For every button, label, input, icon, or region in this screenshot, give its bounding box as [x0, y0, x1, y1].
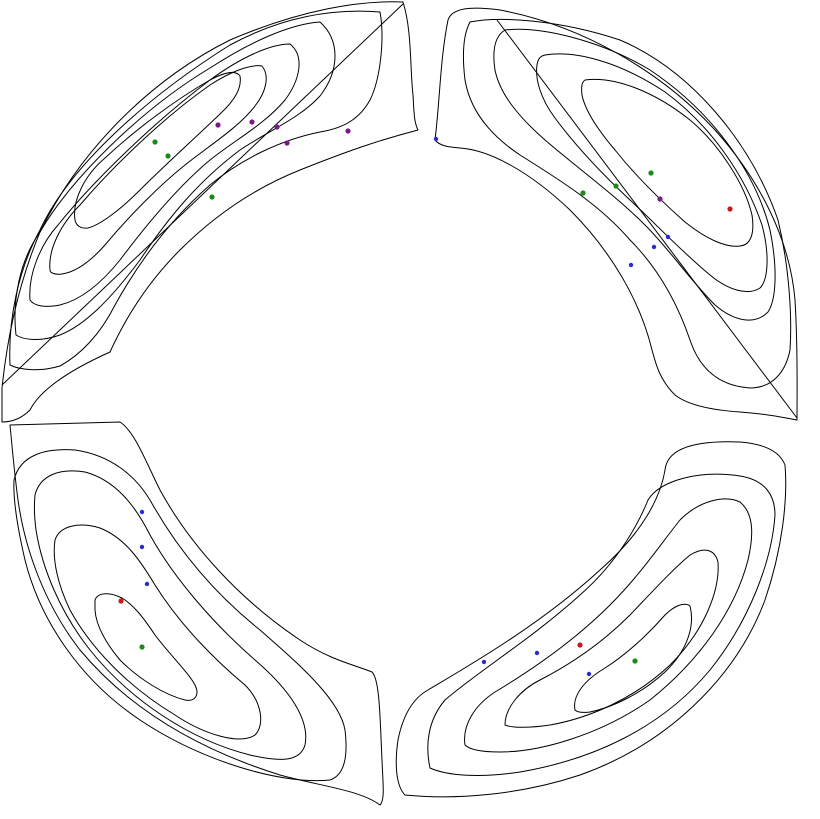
contour-bottom-right-outer	[395, 441, 787, 798]
point-blue	[481, 659, 487, 665]
contour-top-left-4	[29, 43, 300, 307]
point-blue	[433, 136, 439, 142]
point-purple	[215, 122, 221, 128]
point-green	[152, 139, 158, 145]
contour-top-right-2	[462, 18, 792, 389]
point-purple	[345, 128, 351, 134]
lobe-bottom-right	[395, 441, 787, 798]
contour-bottom-right-2	[427, 473, 776, 776]
point-green	[139, 644, 145, 650]
point-green	[209, 194, 215, 200]
point-green	[648, 170, 654, 176]
point-blue	[534, 650, 540, 656]
contour-bottom-left-2	[13, 449, 347, 782]
points-top-left	[152, 119, 351, 200]
contour-top-right-3	[493, 28, 776, 321]
point-blue	[139, 544, 145, 550]
point-green	[165, 153, 171, 159]
point-blue	[144, 581, 150, 587]
contour-top-left-outer	[1, 1, 419, 423]
point-red	[577, 642, 583, 648]
point-green	[632, 658, 638, 664]
point-red	[727, 206, 733, 212]
lobe-bottom-left	[9, 421, 384, 806]
point-purple	[249, 119, 255, 125]
contour-bottom-left-5	[94, 593, 198, 701]
point-blue	[651, 244, 657, 250]
point-purple	[274, 124, 280, 130]
contour-top-left-2	[9, 10, 383, 371]
points-top-right	[433, 136, 733, 268]
contour-bottom-left-4	[53, 524, 262, 740]
points-bottom-left	[118, 509, 150, 650]
point-blue	[665, 234, 671, 240]
points-bottom-right	[481, 642, 638, 677]
contour-bottom-left-3	[33, 470, 307, 760]
point-blue	[628, 262, 634, 268]
contour-bottom-right-4	[504, 549, 719, 728]
point-blue	[586, 671, 592, 677]
contour-bottom-right-5	[574, 603, 693, 713]
point-red	[118, 598, 124, 604]
point-purple	[657, 196, 663, 202]
point-blue	[139, 509, 145, 515]
point-green	[613, 183, 619, 189]
diagonal-line-left	[1, 3, 404, 386]
contour-top-left-6	[74, 72, 241, 229]
contour-top-right-5	[581, 78, 754, 247]
contour-bottom-left-outer	[9, 421, 384, 806]
contour-top-right-outer	[434, 7, 798, 421]
point-green	[580, 190, 586, 196]
contour-top-left-5	[49, 65, 267, 275]
lobe-top-left	[1, 1, 419, 423]
diagonal-line-right	[496, 19, 798, 419]
lobe-top-right	[434, 7, 798, 421]
contour-top-right-4	[536, 53, 768, 292]
contour-top-left-3	[14, 21, 336, 340]
point-purple	[284, 140, 290, 146]
contour-bottom-right-3	[464, 498, 753, 753]
